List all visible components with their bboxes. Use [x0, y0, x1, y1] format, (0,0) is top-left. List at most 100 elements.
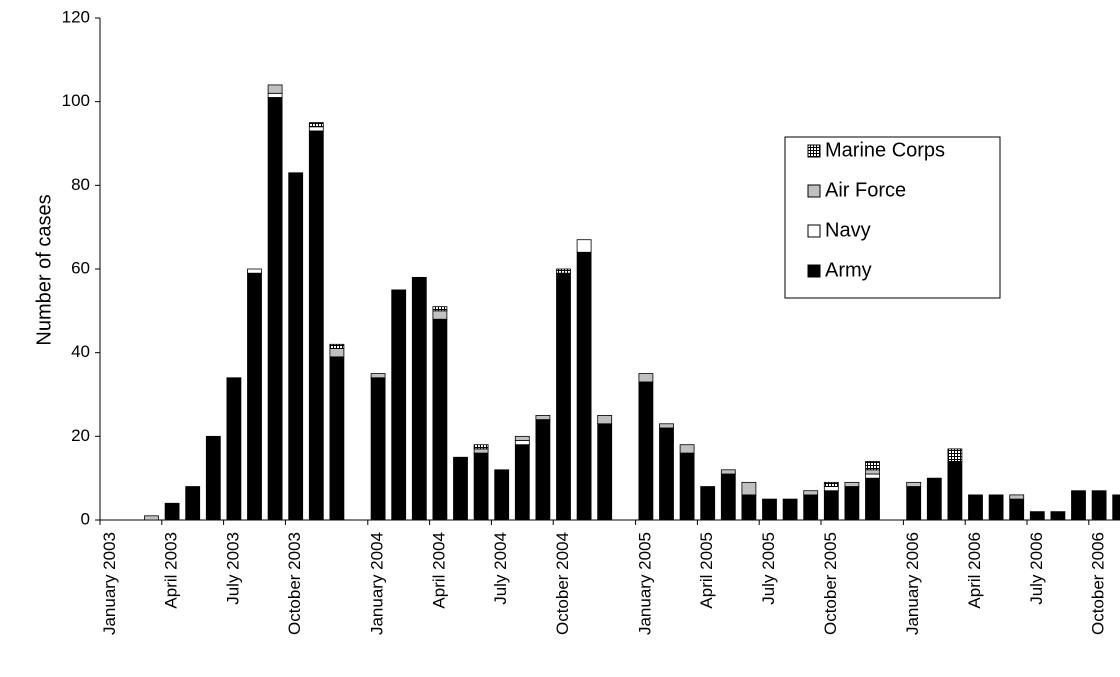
- bar-segment: [473, 452, 489, 521]
- legend-label: Marine Corps: [825, 139, 945, 161]
- bar-segment: [514, 435, 530, 441]
- bar-segment: [844, 481, 860, 487]
- bar-segment: [329, 348, 345, 358]
- bar-segment: [1029, 511, 1045, 521]
- bar-segment: [556, 272, 571, 521]
- bar-segment: [823, 486, 839, 492]
- bar-segment: [432, 310, 448, 320]
- x-tick-label: April 2005: [697, 532, 716, 609]
- bar-segment: [576, 239, 592, 253]
- bar-segment: [535, 415, 551, 420]
- y-axis-label: Number of cases: [33, 194, 55, 345]
- x-tick-label: July 2005: [759, 532, 778, 605]
- bar-segment: [226, 377, 242, 521]
- x-tick-label: April 2006: [965, 532, 984, 609]
- bar-segment: [432, 318, 448, 521]
- bar-segment: [1112, 494, 1120, 521]
- bar-segment: [391, 289, 407, 521]
- bar-segment: [720, 473, 736, 521]
- bar-segment: [865, 477, 880, 521]
- bar-segment: [370, 377, 386, 521]
- bar-segment: [494, 469, 510, 521]
- bar-segment: [329, 343, 345, 349]
- x-tick-label: July 2006: [1027, 532, 1046, 605]
- bar-segment: [679, 444, 695, 454]
- bar-segment: [865, 473, 880, 479]
- bar-segment: [556, 268, 571, 274]
- bar-segment: [308, 130, 324, 521]
- bar-segment: [1071, 490, 1086, 521]
- bar-segment: [741, 494, 757, 521]
- legend-label: Army: [825, 259, 872, 281]
- y-tick-label: 20: [71, 426, 90, 445]
- legend-swatch: [807, 224, 821, 238]
- x-tick-label: January 2003: [100, 532, 119, 635]
- x-tick-label: October 2006: [1089, 532, 1108, 635]
- bar-segment: [308, 122, 324, 128]
- bar-segment: [947, 461, 963, 521]
- x-tick-label: April 2003: [162, 532, 181, 609]
- legend-label: Navy: [825, 219, 871, 241]
- y-tick-label: 100: [62, 91, 90, 110]
- bar-segment: [844, 486, 860, 521]
- bar-segment: [205, 435, 221, 521]
- bar-segment: [988, 494, 1004, 521]
- x-tick-label: October 2005: [821, 532, 840, 635]
- bar-segment: [473, 444, 489, 450]
- y-tick-label: 120: [62, 7, 90, 26]
- bar-segment: [247, 272, 262, 521]
- y-tick-label: 40: [71, 342, 90, 361]
- bar-segment: [308, 126, 324, 132]
- bar-segment: [247, 268, 262, 274]
- y-tick-label: 60: [71, 258, 90, 277]
- bar-segment: [1009, 498, 1025, 521]
- bar-segment: [1050, 511, 1066, 521]
- bar-segment: [968, 494, 983, 521]
- y-tick-label: 80: [71, 175, 90, 194]
- legend-swatch: [807, 144, 821, 158]
- bar-segment: [906, 486, 922, 521]
- bar-segment: [1091, 490, 1107, 521]
- x-tick-label: January 2004: [368, 532, 387, 635]
- bar-segment: [926, 477, 942, 521]
- bar-segment: [762, 498, 777, 521]
- bar-segment: [453, 456, 468, 521]
- legend-swatch: [807, 184, 821, 198]
- bar-segment: [659, 427, 674, 521]
- bar-segment: [514, 440, 530, 446]
- bar-segment: [638, 381, 654, 521]
- x-tick-label: January 2006: [903, 532, 922, 635]
- x-tick-label: October 2004: [553, 532, 572, 635]
- x-tick-label: July 2003: [223, 532, 242, 605]
- bar-segment: [329, 356, 345, 521]
- bar-segment: [576, 251, 592, 521]
- bar-segment: [720, 469, 736, 475]
- bar-segment: [288, 172, 304, 521]
- bar-segment: [514, 444, 530, 521]
- x-tick-label: October 2003: [285, 532, 304, 635]
- bar-segment: [597, 415, 613, 425]
- bar-segment: [782, 498, 798, 521]
- bar-segment: [823, 481, 839, 487]
- legend-label: Air Force: [825, 179, 906, 201]
- bar-segment: [144, 515, 159, 521]
- bar-segment: [803, 490, 819, 496]
- bar-segment: [267, 84, 283, 94]
- bar-segment: [185, 486, 201, 521]
- bar-segment: [865, 469, 880, 475]
- x-tick-label: April 2004: [429, 532, 448, 609]
- bar-segment: [473, 448, 489, 454]
- bar-segment: [679, 452, 695, 521]
- legend-box: [784, 136, 1001, 299]
- bar-segment: [370, 373, 386, 379]
- bar-segment: [823, 490, 839, 521]
- bar-segment: [267, 97, 283, 521]
- bar-segment: [638, 373, 654, 383]
- bar-segment: [741, 481, 757, 496]
- bar-segment: [597, 423, 613, 521]
- bar-segment: [1009, 494, 1025, 500]
- bar-segment: [411, 276, 427, 521]
- bar-segment: [659, 423, 674, 429]
